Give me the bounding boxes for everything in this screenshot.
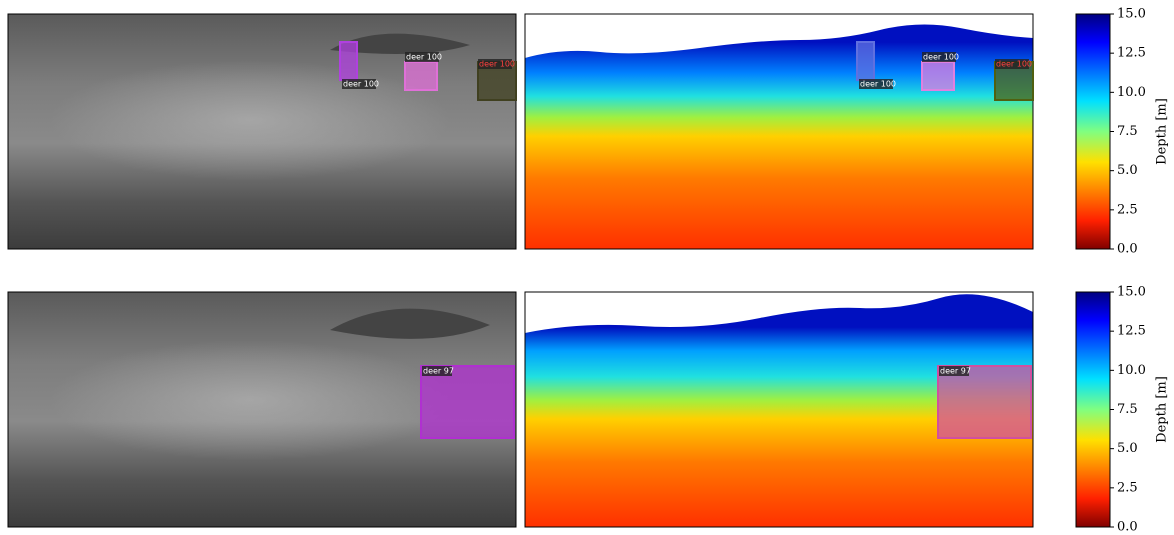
colorbar-tick-label: 5.0 [1117,441,1138,456]
colorbar-tick-label: 5.0 [1117,163,1138,178]
detection-label: deer 100 [406,53,442,62]
colorbar-tick-label: 10.0 [1117,85,1146,100]
figure: deer 100 deer 100 deer 100 deer 100 deer 100… [0,0,1174,535]
detection-mask [405,62,437,90]
detection-mask [938,366,1031,438]
colorbar-tick-label: 2.5 [1117,480,1138,495]
detection-label: deer 100 [479,60,515,69]
detection-label: deer 97 [423,367,454,376]
detection-mask [922,62,954,90]
detection-label: deer 97 [940,367,971,376]
colorbar-tick-label: 15.0 [1117,285,1146,300]
detection-mask [421,366,514,438]
depth-image [525,14,1033,249]
colorbar-label: Depth [m] [1155,98,1170,165]
rgb-image [8,14,516,249]
colorbar-tick-label: 0.0 [1117,520,1138,535]
colorbar-label: Depth [m] [1155,376,1170,443]
colorbar-tick-label: 12.5 [1117,324,1146,339]
detection-label: deer 100 [860,80,896,89]
detection-label: deer 100 [343,80,379,89]
colorbar [1076,14,1110,249]
colorbar-tick-label: 7.5 [1117,124,1138,139]
detection-label: deer 100 [996,60,1032,69]
colorbar-tick-label: 7.5 [1117,402,1138,417]
detection-mask [340,42,357,80]
detection-mask [857,42,874,80]
detection-label: deer 100 [923,53,959,62]
colorbar-tick-label: 12.5 [1117,46,1146,61]
colorbar-tick-label: 2.5 [1117,202,1138,217]
colorbar-tick-label: 15.0 [1117,7,1146,22]
colorbar [1076,292,1110,527]
colorbar-tick-label: 0.0 [1117,242,1138,257]
colorbar-tick-label: 10.0 [1117,363,1146,378]
